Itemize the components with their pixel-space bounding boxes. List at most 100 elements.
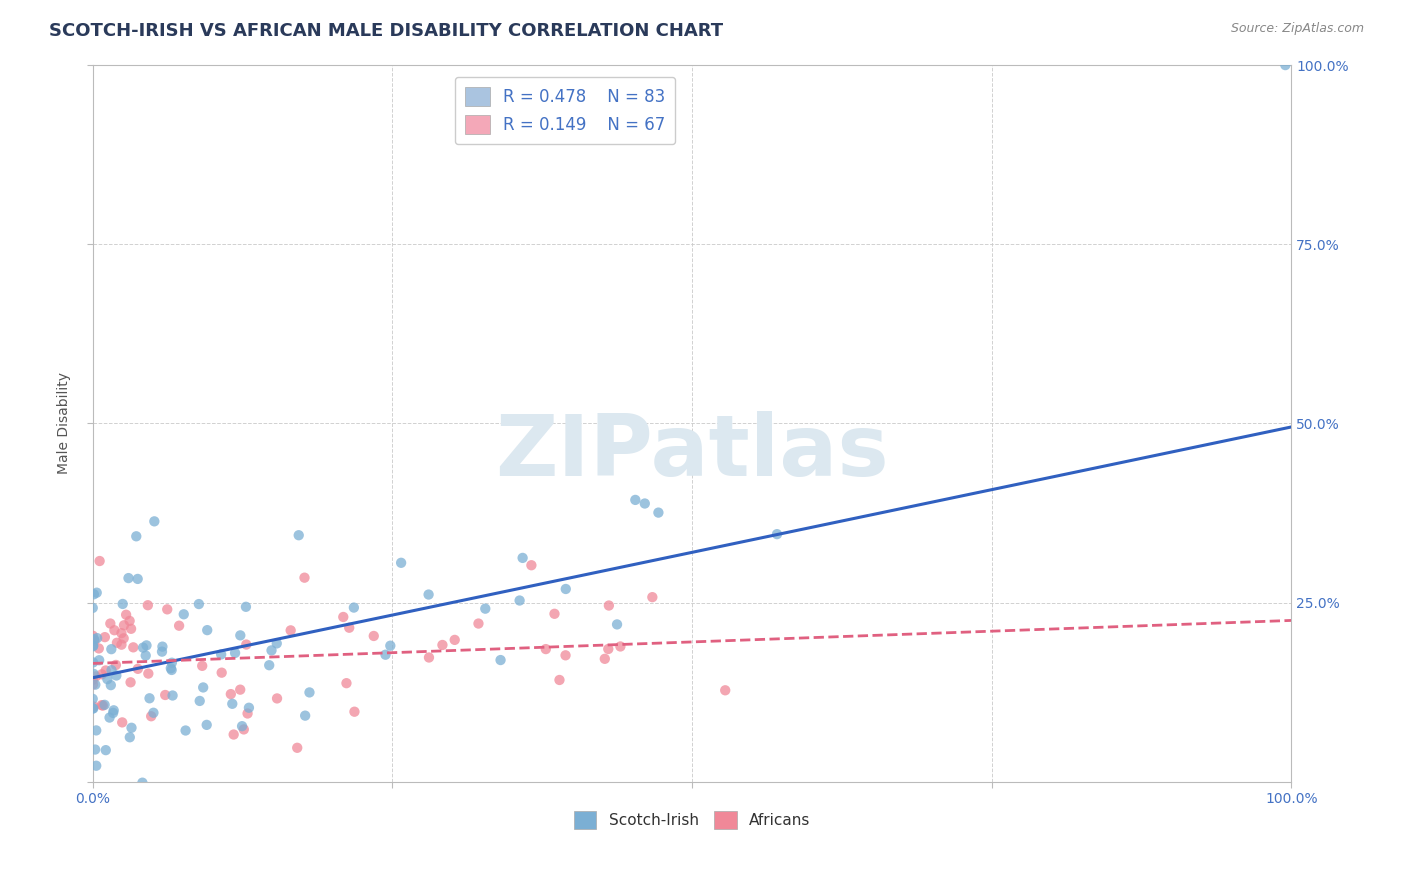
Point [98, 616, 121, 631]
Point [238, 700, 260, 714]
Point [1274, 58, 1296, 72]
Point [141, 709, 163, 723]
Point [187, 597, 209, 611]
Point [82, 640, 104, 654]
Point [443, 632, 465, 647]
Point [89, 554, 111, 568]
Point [135, 639, 157, 653]
Point [224, 646, 246, 660]
Point [474, 601, 496, 615]
Point [159, 661, 181, 675]
Point [118, 731, 141, 745]
Point [100, 642, 122, 657]
Point [103, 624, 125, 638]
Point [143, 514, 166, 528]
Point [260, 643, 283, 657]
Point [229, 628, 252, 642]
Point [83, 587, 105, 601]
Point [162, 689, 184, 703]
Point [598, 599, 620, 613]
Point [120, 622, 142, 636]
Point [110, 626, 132, 640]
Point [294, 571, 316, 585]
Point [231, 719, 253, 733]
Text: SCOTCH-IRISH VS AFRICAN MALE DISABILITY CORRELATION CHART: SCOTCH-IRISH VS AFRICAN MALE DISABILITY … [49, 22, 723, 40]
Point [111, 715, 134, 730]
Point [235, 638, 257, 652]
Point [335, 676, 357, 690]
Point [509, 593, 531, 607]
Text: ZIPatlas: ZIPatlas [495, 410, 889, 493]
Point [280, 624, 302, 638]
Point [90, 790, 112, 805]
Point [91, 698, 114, 713]
Point [90, 698, 112, 713]
Point [136, 598, 159, 612]
Point [86, 585, 108, 599]
Point [82, 673, 104, 687]
Point [285, 740, 308, 755]
Point [298, 685, 321, 699]
Point [343, 705, 366, 719]
Point [117, 571, 139, 585]
Point [266, 636, 288, 650]
Point [138, 666, 160, 681]
Point [112, 618, 135, 632]
Point [111, 597, 134, 611]
Point [343, 600, 366, 615]
Point [152, 640, 174, 654]
Point [606, 617, 628, 632]
Point [96, 672, 118, 686]
Point [121, 721, 143, 735]
Point [90, 667, 112, 681]
Point [89, 653, 111, 667]
Point [103, 703, 125, 717]
Point [84, 678, 107, 692]
Point [598, 642, 620, 657]
Point [135, 648, 157, 663]
Point [195, 623, 218, 637]
Point [634, 496, 657, 510]
Point [714, 683, 737, 698]
Point [647, 506, 669, 520]
Point [520, 558, 543, 573]
Point [188, 694, 211, 708]
Point [131, 775, 153, 789]
Point [86, 631, 108, 645]
Point [127, 662, 149, 676]
Point [363, 629, 385, 643]
Point [155, 688, 177, 702]
Point [82, 677, 104, 691]
Point [609, 640, 631, 654]
Point [101, 781, 124, 796]
Point [82, 701, 104, 715]
Point [641, 590, 664, 604]
Point [132, 640, 155, 655]
Point [112, 632, 135, 646]
Point [127, 572, 149, 586]
Point [554, 582, 576, 596]
Point [195, 718, 218, 732]
Point [512, 550, 534, 565]
Point [593, 652, 616, 666]
Point [82, 691, 104, 706]
Point [554, 648, 576, 663]
Point [173, 607, 195, 622]
Text: Source: ZipAtlas.com: Source: ZipAtlas.com [1230, 22, 1364, 36]
Point [118, 614, 141, 628]
Point [160, 663, 183, 677]
Point [209, 648, 232, 662]
Point [138, 691, 160, 706]
Point [150, 645, 173, 659]
Point [374, 648, 396, 662]
Point [219, 687, 242, 701]
Point [489, 653, 512, 667]
Point [467, 616, 489, 631]
Point [100, 663, 122, 677]
Point [337, 621, 360, 635]
Point [101, 706, 124, 720]
Point [211, 665, 233, 680]
Point [82, 701, 104, 715]
Point [82, 656, 104, 670]
Point [94, 743, 117, 757]
